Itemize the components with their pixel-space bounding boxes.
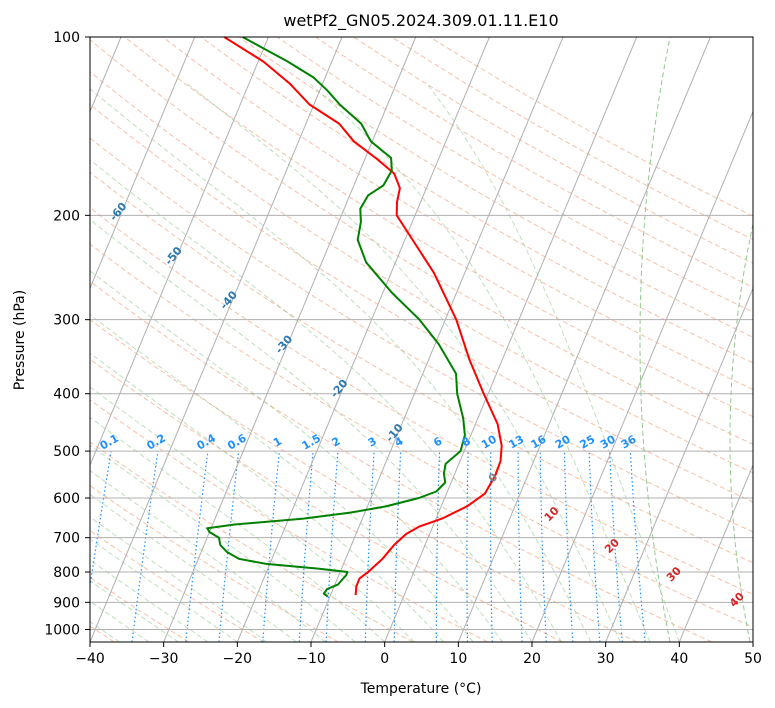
dry-adiabat [90, 399, 488, 642]
isotherm-line [310, 37, 564, 642]
chart-title: wetPf2_GN05.2024.309.01.11.E10 [283, 11, 558, 31]
mixing-ratio-line [90, 450, 112, 591]
y-axis: 100 200 300 400 500 600 700 800 900 1000 [44, 30, 90, 638]
dry-adiabat [90, 71, 753, 474]
y-axis-label: Pressure (hPa) [12, 290, 28, 390]
y-tick-label: 400 [53, 387, 80, 403]
moist-adiabat [90, 219, 533, 642]
moist-adiabat [90, 444, 356, 642]
profile-lines [206, 37, 503, 598]
isotherm-gridlines [90, 37, 753, 642]
y-tick-label: 300 [53, 313, 80, 329]
x-axis: −40 −30 −20 −10 0 10 20 30 40 50 [75, 642, 762, 667]
y-tick-label: 1000 [44, 622, 80, 638]
x-tick-label: 20 [523, 651, 541, 667]
x-tick-label: −10 [296, 651, 326, 667]
isotherm-line [678, 463, 753, 642]
mixing-ratio-line [629, 451, 646, 642]
isobar-gridlines [90, 37, 753, 630]
mixing-ratio-line [218, 451, 240, 642]
isotherm-line [90, 37, 269, 467]
moist-adiabat [639, 37, 671, 642]
moist-adiabat [90, 600, 150, 642]
isotherm-line [531, 110, 753, 642]
dry-adiabat [90, 358, 563, 642]
dry-adiabat [238, 37, 753, 338]
dry-adiabat [90, 530, 264, 642]
y-tick-label: 100 [53, 30, 80, 46]
isotherm-line [605, 287, 753, 642]
dry-adiabat [90, 319, 638, 642]
dry-adiabat [90, 243, 753, 628]
green-dashed-lines [639, 37, 753, 642]
dry-adiabat [124, 37, 753, 418]
moist-adiabat [90, 313, 474, 642]
x-tick-label: −20 [223, 651, 253, 667]
moist-adiabats [90, 83, 680, 642]
moist-adiabat [90, 416, 386, 642]
moist-adiabat [90, 386, 415, 642]
x-tick-label: 10 [449, 651, 467, 667]
x-tick-label: −40 [75, 651, 105, 667]
dry-adiabat [277, 37, 753, 313]
isotherm-line [90, 37, 343, 642]
moist-adiabat [90, 516, 268, 642]
plot-frame [89, 36, 754, 643]
mixing-ratio-line [262, 451, 280, 642]
dry-adiabat [90, 103, 753, 503]
x-tick-label: −30 [149, 651, 179, 667]
moist-adiabat [309, 83, 651, 642]
y-tick-label: 900 [53, 595, 80, 611]
x-tick-label: 30 [597, 651, 615, 667]
moist-adiabat [426, 83, 680, 642]
dry-adiabat [315, 37, 753, 288]
isotherm-line [457, 37, 711, 642]
isotherm-line [384, 37, 638, 642]
dry-adiabat [90, 484, 339, 642]
mixing-ratio-line [185, 451, 209, 642]
isotherm-line [90, 37, 196, 290]
dry-adiabat [90, 280, 712, 642]
x-tick-label: 40 [670, 651, 688, 667]
y-tick-label: 600 [53, 491, 80, 507]
y-tick-label: 800 [53, 565, 80, 581]
plot-area: -100-90-80-70-60-50-40-30-20-10 01020304… [90, 37, 753, 642]
y-tick-label: 200 [53, 208, 80, 224]
y-tick-label: 500 [53, 444, 80, 460]
dry-adiabat [90, 137, 753, 533]
y-tick-label: 700 [53, 531, 80, 547]
moist-adiabat [90, 469, 327, 642]
dry-adiabat [90, 207, 753, 596]
dewpoint-profile-line [206, 37, 466, 598]
moist-adiabat [90, 352, 444, 642]
isotherm-line [163, 37, 417, 642]
isotherm-line [236, 37, 490, 642]
x-tick-label: 0 [380, 651, 389, 667]
moist-adiabat [90, 159, 562, 642]
x-axis-label: Temperature (°C) [360, 681, 482, 697]
dry-adiabat [90, 39, 753, 445]
temperature-profile-line [223, 37, 503, 596]
x-tick-label: 50 [744, 651, 762, 667]
moist-adiabat [90, 88, 592, 642]
